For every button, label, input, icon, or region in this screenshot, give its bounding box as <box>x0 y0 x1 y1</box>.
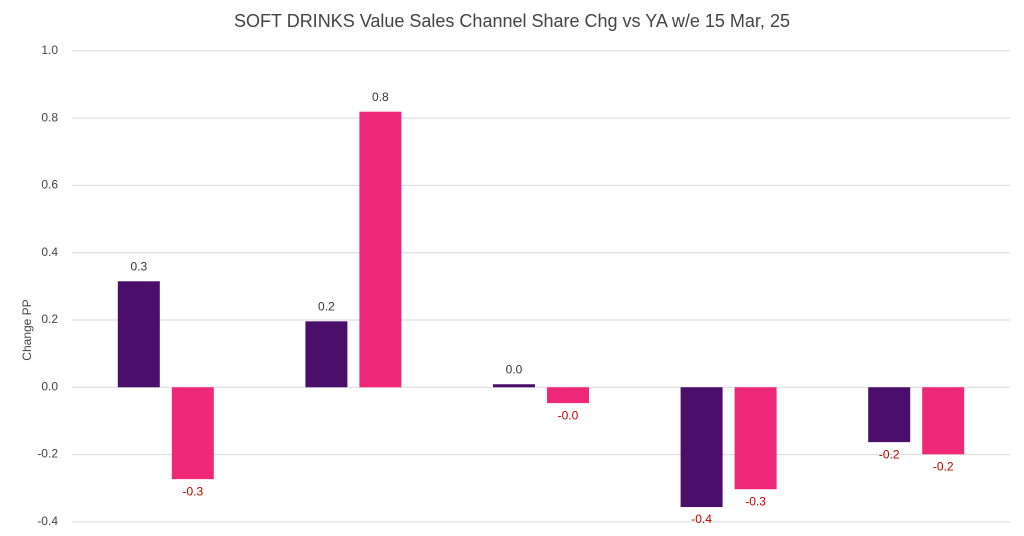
bar <box>680 387 723 508</box>
bar <box>547 387 589 404</box>
data-label: 0.2 <box>318 300 335 314</box>
data-label: -0.3 <box>182 484 203 498</box>
y-tick-label: 0.6 <box>41 178 58 192</box>
y-tick-label: 0.2 <box>41 312 58 326</box>
data-label: 0.0 <box>506 362 523 376</box>
bar <box>922 387 965 455</box>
y-tick-label: 1.0 <box>41 43 58 57</box>
data-label: -0.0 <box>558 408 579 422</box>
data-label: 0.3 <box>130 259 147 273</box>
data-label: -0.4 <box>691 512 712 526</box>
data-label: 0.8 <box>372 90 389 104</box>
data-label: -0.3 <box>745 494 766 508</box>
y-tick-label: 0.4 <box>41 245 58 259</box>
y-tick-label: -0.4 <box>37 514 58 528</box>
bar <box>359 111 402 388</box>
data-label: -0.2 <box>879 447 900 461</box>
bar <box>734 387 777 490</box>
data-label: -0.2 <box>933 459 954 473</box>
y-tick-label: -0.2 <box>37 447 58 461</box>
bar <box>117 281 160 388</box>
bar <box>868 387 911 443</box>
y-axis-label: Change PP <box>20 299 34 360</box>
bar <box>493 384 535 388</box>
y-tick-label: 0.0 <box>41 379 58 393</box>
bar <box>171 387 214 480</box>
bar <box>305 321 348 388</box>
chart-title: SOFT DRINKS Value Sales Channel Share Ch… <box>234 11 790 31</box>
y-tick-label: 0.8 <box>41 110 58 124</box>
